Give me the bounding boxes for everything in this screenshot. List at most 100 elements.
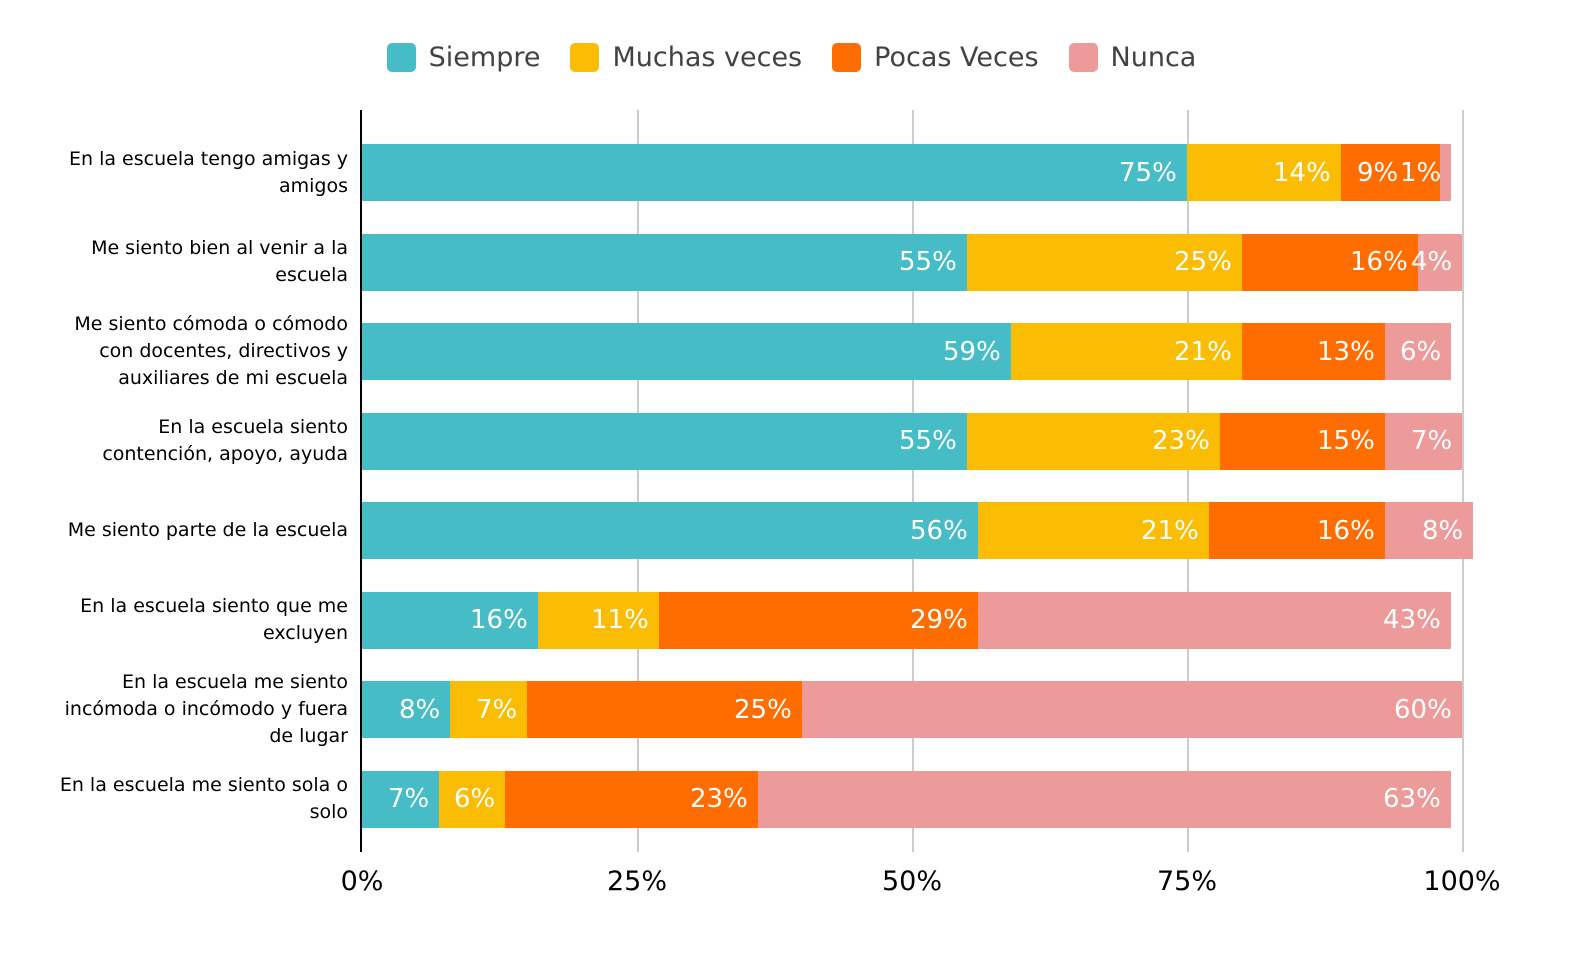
bar-value-label: 23%: [690, 784, 748, 815]
bar-segment-siempre: [362, 502, 978, 560]
bar-segment-pocas-veces: [1242, 323, 1385, 381]
bar-value-label: 16%: [470, 605, 528, 636]
category-label: Me siento parte de la escuela: [67, 519, 348, 542]
category-label: En la escuela me siento sola o solo: [59, 774, 348, 824]
bar-segment-muchas-veces: [967, 412, 1220, 470]
category-cell: Me siento parte de la escuela: [0, 517, 362, 544]
stacked-bar: 56% 21% 16% 8%: [362, 502, 1473, 560]
bar-segment-nunca: [802, 681, 1462, 739]
bar-value-label: 43%: [1383, 605, 1441, 636]
category-cell: Me siento cómoda o cómodo con docentes, …: [0, 311, 362, 392]
bar-value-label: 21%: [1141, 515, 1199, 546]
bar-value-label: 8%: [399, 694, 441, 725]
bar-segment-siempre: [362, 770, 439, 828]
bar-value-label: 15%: [1317, 426, 1375, 457]
bar-segment-nunca: [758, 770, 1451, 828]
legend-item-siempre: Siempre: [386, 42, 541, 73]
bar-value-label: 13%: [1317, 336, 1375, 367]
chart-row: En la escuela siento que me excluyen 16% 1…: [0, 576, 1583, 666]
category-label: En la escuela siento contención, apoyo, …: [102, 416, 348, 466]
bar-value-label: 56%: [910, 515, 968, 546]
gridline-75: [1187, 110, 1189, 852]
bar-value-label: 75%: [1119, 157, 1177, 188]
category-label: Me siento cómoda o cómodo con docentes, …: [74, 313, 348, 390]
bar-segment-muchas-veces: [439, 770, 505, 828]
bar-segment-pocas-veces: [1209, 502, 1385, 560]
legend-label-siempre: Siempre: [428, 42, 541, 73]
legend-swatch-siempre: [386, 43, 416, 72]
bar-segment-pocas-veces: [527, 681, 802, 739]
bar-track: 59% 21% 13% 6%: [362, 323, 1462, 381]
bar-segment-muchas-veces: [1011, 323, 1242, 381]
legend: Siempre Muchas veces Pocas Veces Nunca: [0, 42, 1583, 73]
bar-value-label: 60%: [1394, 694, 1452, 725]
bar-value-label: 6%: [1400, 336, 1442, 367]
bar-segment-muchas-veces: [538, 591, 659, 649]
bar-segment-pocas-veces: [1242, 233, 1418, 291]
chart-row: En la escuela me siento sola o solo 7% 6% 2…: [0, 755, 1583, 845]
x-axis-tick-label: 100%: [1423, 866, 1501, 897]
legend-item-muchas-veces: Muchas veces: [570, 42, 802, 73]
bar-track: 55% 23% 15% 7%: [362, 412, 1462, 470]
bar-value-label: 23%: [1152, 426, 1210, 457]
bar-value-label: 16%: [1317, 515, 1375, 546]
bar-value-label: 8%: [1422, 515, 1464, 546]
chart-row: En la escuela siento contención, apoyo, …: [0, 397, 1583, 487]
bar-value-label: 16%: [1350, 247, 1408, 278]
category-label: Me siento bien al venir a la escuela: [91, 237, 348, 287]
legend-swatch-nunca: [1068, 43, 1098, 72]
y-axis-line: [360, 110, 362, 852]
bar-segment-nunca: [1385, 323, 1451, 381]
legend-label-pocas-veces: Pocas Veces: [874, 42, 1039, 73]
chart-row: En la escuela tengo amigas y amigos 75% 14…: [0, 128, 1583, 218]
bar-segment-muchas-veces: [967, 233, 1242, 291]
stacked-bar-chart: En la escuela tengo amigas y amigos 75% 14…: [0, 110, 1583, 897]
category-label: En la escuela me siento incómoda o incóm…: [64, 671, 348, 748]
stacked-bar: 7% 6% 23% 63%: [362, 770, 1462, 828]
x-axis-tick-label: 25%: [606, 866, 668, 897]
gridline-50: [912, 110, 914, 852]
bar-segment-pocas-veces: [1220, 412, 1385, 470]
bar-segment-siempre: [362, 323, 1011, 381]
legend-swatch-muchas-veces: [570, 43, 600, 72]
bar-value-label: 21%: [1174, 336, 1232, 367]
chart-row: Me siento bien al venir a la escuela 55% 2…: [0, 218, 1583, 308]
bar-value-label: 7%: [388, 784, 430, 815]
bar-segment-muchas-veces: [450, 681, 527, 739]
bar-segment-nunca: [1385, 412, 1462, 470]
bar-segment-siempre: [362, 233, 967, 291]
category-cell: En la escuela me siento sola o solo: [0, 772, 362, 826]
bar-track: 75% 14% 9% 1%: [362, 144, 1462, 202]
bar-segment-siempre: [362, 144, 1187, 202]
category-label: En la escuela siento que me excluyen: [80, 595, 348, 645]
bar-segment-nunca: [1440, 144, 1451, 202]
bar-value-label: 4%: [1411, 247, 1453, 278]
category-label: En la escuela tengo amigas y amigos: [69, 147, 348, 197]
x-axis-tick-label: 75%: [1156, 866, 1218, 897]
bar-value-label: 11%: [591, 605, 649, 636]
gridline-100: [1462, 110, 1464, 852]
bar-value-label: 55%: [899, 247, 957, 278]
x-axis: 0% 25% 50% 75% 100%: [341, 866, 1501, 906]
stacked-bar: 55% 25% 16% 4%: [362, 233, 1462, 291]
bar-segment-siempre: [362, 412, 967, 470]
bar-value-label: 7%: [476, 694, 518, 725]
chart-row: Me siento parte de la escuela 56% 21% 16% 8%: [0, 486, 1583, 576]
bar-segment-nunca: [1418, 233, 1462, 291]
category-cell: En la escuela siento que me excluyen: [0, 593, 362, 647]
bar-segment-pocas-veces: [1341, 144, 1440, 202]
legend-label-nunca: Nunca: [1110, 42, 1197, 73]
legend-swatch-pocas-veces: [832, 43, 862, 72]
bar-track: 56% 21% 16% 8%: [362, 502, 1473, 560]
x-axis-tick-label: 0%: [340, 866, 384, 897]
bar-track: 55% 25% 16% 4%: [362, 233, 1462, 291]
bar-value-label: 63%: [1383, 784, 1441, 815]
stacked-bar: 8% 7% 25% 60%: [362, 681, 1462, 739]
bar-track: 16% 11% 29% 43%: [362, 591, 1462, 649]
grid-layer: [360, 110, 1464, 852]
legend-label-muchas-veces: Muchas veces: [612, 42, 803, 73]
chart-row: En la escuela me siento incómoda o incóm…: [0, 665, 1583, 755]
bar-value-label: 9%: [1357, 157, 1399, 188]
category-cell: En la escuela me siento incómoda o incóm…: [0, 669, 362, 750]
